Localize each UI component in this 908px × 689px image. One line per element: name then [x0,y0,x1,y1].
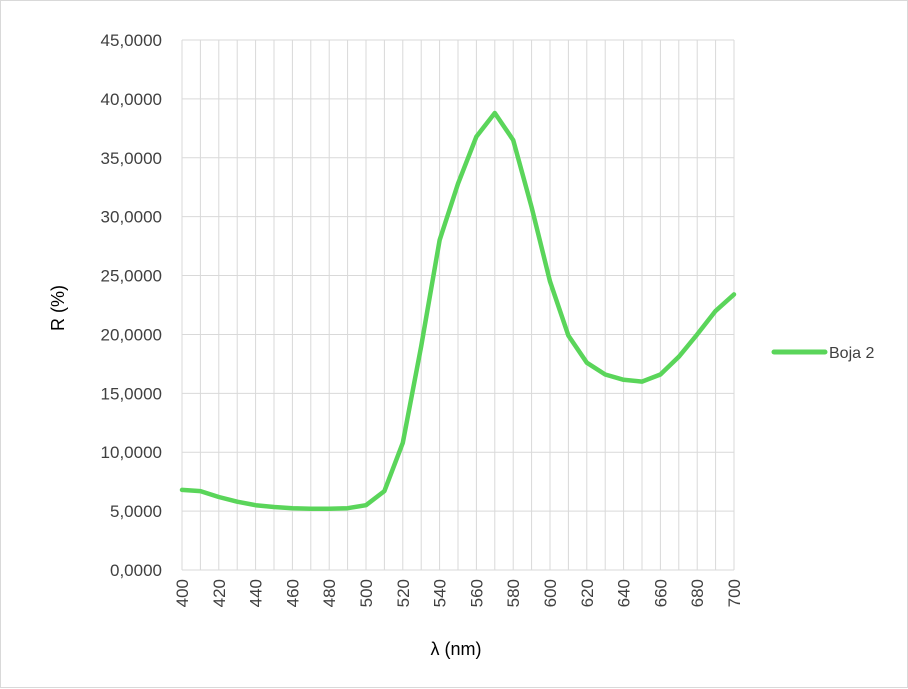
legend-label-boja-2: Boja 2 [829,345,874,362]
x-tick-label: 660 [651,579,670,607]
x-tick-label: 560 [467,579,486,607]
y-tick-label: 25,0000 [101,267,162,286]
x-tick-label: 680 [688,579,707,607]
x-tick-label: 540 [431,579,450,607]
y-axis-ticks: 0,0000 5,0000 10,0000 15,0000 20,0000 25,0000… [101,31,162,580]
x-tick-label: 600 [541,579,560,607]
y-tick-label: 30,0000 [101,208,162,227]
y-tick-label: 5,0000 [110,502,162,521]
x-tick-label: 700 [725,579,744,607]
y-tick-label: 15,0000 [101,384,162,403]
x-tick-label: 620 [578,579,597,607]
x-tick-label: 440 [247,579,266,607]
x-tick-label: 500 [357,579,376,607]
x-tick-label: 580 [504,579,523,607]
x-tick-label: 480 [320,579,339,607]
series-layer [179,110,737,512]
x-tick-label: 640 [615,579,634,607]
x-axis-title: λ (nm) [431,639,482,659]
y-tick-label: 20,0000 [101,325,162,344]
x-tick-label: 420 [210,579,229,607]
x-tick-label: 460 [283,579,302,607]
x-axis-ticks: 400 420 440 460 480 500 520 540 560 580 600 620 640 6… [173,579,744,607]
y-axis-title: R (%) [48,285,68,331]
series-line-boja-2 [179,110,737,512]
y-tick-label: 40,0000 [101,90,162,109]
y-tick-label: 35,0000 [101,149,162,168]
y-tick-label: 10,0000 [101,443,162,462]
y-tick-label: 45,0000 [101,31,162,50]
y-tick-label: 0,0000 [110,561,162,580]
x-tick-label: 520 [394,579,413,607]
gridlines [181,39,735,571]
x-tick-label: 400 [173,579,192,607]
legend: Boja 2 [771,345,874,362]
